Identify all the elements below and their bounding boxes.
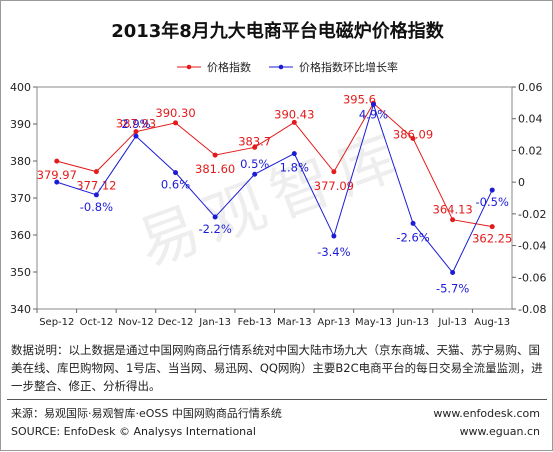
- price-index-point: [410, 135, 416, 141]
- right-tick-label: 0.06: [518, 81, 543, 94]
- legend-label: 价格指数: [207, 60, 251, 74]
- price-index-label: 386.09: [393, 127, 433, 141]
- growth-rate-label: -0.5%: [476, 195, 509, 209]
- price-index-point: [93, 169, 99, 175]
- price-index-point: [212, 152, 218, 158]
- footer-divider: [7, 399, 547, 400]
- price-index-point: [133, 129, 139, 135]
- price-index-label: 383.7: [238, 134, 271, 148]
- growth-rate-point: [489, 187, 495, 193]
- growth-rate-point: [93, 192, 99, 198]
- data-note: 数据说明：以上数据是通过中国网购商品行情系统对中国大陆市场九大（京东商城、天猫、…: [11, 341, 543, 395]
- price-index-point: [54, 158, 60, 164]
- left-tick-label: 340: [10, 303, 31, 316]
- price-index-point: [291, 119, 297, 125]
- growth-rate-point: [133, 133, 139, 139]
- legend: 价格指数 价格指数环比增长率: [177, 60, 398, 74]
- left-tick-label: 380: [10, 155, 31, 168]
- x-tick-label: Jan-13: [198, 317, 231, 328]
- growth-rate-label: 4.9%: [359, 107, 388, 121]
- growth-rate-point: [331, 233, 337, 239]
- price-index-label: 395.6: [343, 92, 376, 106]
- growth-rate-point: [54, 179, 60, 185]
- growth-rate-label: 0.5%: [240, 157, 269, 171]
- price-index-point: [252, 144, 258, 150]
- x-tick-label: Jun-13: [396, 317, 429, 328]
- site-block: www.enfodesk.com www.eguan.cn: [433, 405, 540, 441]
- right-tick-label: -0.06: [518, 271, 546, 284]
- source-en: SOURCE: EnfoDesk © Analysys Internationa…: [11, 425, 256, 438]
- growth-rate-label: -3.4%: [317, 245, 350, 259]
- legend-marker: [278, 64, 284, 70]
- legend-label: 价格指数环比增长率: [299, 60, 398, 74]
- x-tick-label: Mar-13: [277, 317, 312, 328]
- site-1: www.enfodesk.com: [433, 407, 540, 420]
- price-index-label: 362.25: [472, 232, 512, 246]
- price-index-point: [173, 120, 179, 126]
- x-tick-label: Feb-13: [238, 317, 272, 328]
- left-tick-label: 350: [10, 266, 31, 279]
- growth-rate-point: [252, 171, 258, 177]
- left-tick-label: 370: [10, 192, 31, 205]
- x-tick-label: May-13: [355, 317, 392, 328]
- growth-rate-point: [450, 270, 456, 276]
- growth-rate-point: [212, 214, 218, 220]
- growth-rate-label: -5.7%: [436, 282, 469, 296]
- right-tick-label: 0.04: [518, 113, 543, 126]
- source-block: 来源：易观国际·易观智库·eOSS 中国网购商品行情系统 SOURCE: Enf…: [11, 405, 282, 441]
- x-tick-label: Jul-13: [437, 317, 466, 328]
- source-cn: 来源：易观国际·易观智库·eOSS 中国网购商品行情系统: [11, 407, 282, 420]
- price-index-label: 390.43: [274, 107, 314, 121]
- axes: 340 350 360 370 380 390 400 -0.08 -0.06 -0.04 -0.0…: [10, 81, 546, 328]
- growth-rate-label: 1.8%: [280, 161, 309, 175]
- right-tick-label: -0.02: [518, 208, 546, 221]
- price-index-label: 387.93: [116, 117, 156, 131]
- note-text: 以上数据是通过中国网购商品行情系统对中国大陆市场九大（京东商城、天猫、苏宁易购、…: [11, 343, 543, 393]
- x-tick-label: Oct-12: [80, 317, 114, 328]
- growth-rate-point: [291, 151, 297, 157]
- price-index-point: [450, 217, 456, 223]
- price-index-point: [331, 169, 337, 175]
- growth-rate-label: -0.8%: [80, 200, 113, 214]
- price-index-label: 381.60: [195, 162, 235, 176]
- growth-rate-point: [173, 170, 179, 176]
- growth-rate-point: [370, 101, 376, 107]
- growth-rate-point: [410, 220, 416, 226]
- growth-rate-label: 0.6%: [161, 178, 190, 192]
- x-tick-label: Apr-13: [317, 317, 350, 328]
- chart-title: 2013年8月九大电商平台电磁炉价格指数: [111, 21, 444, 42]
- growth-rate-label: -2.6%: [396, 230, 429, 244]
- left-tick-label: 360: [10, 229, 31, 242]
- left-tick-label: 400: [10, 81, 31, 94]
- x-tick-label: Sep-12: [39, 317, 74, 328]
- price-index-point: [489, 224, 495, 230]
- growth-rate-label: 2.9%: [121, 117, 150, 131]
- growth-rate-line: [56, 102, 493, 274]
- legend-marker: [186, 64, 192, 70]
- right-tick-label: 0.02: [518, 144, 543, 157]
- site-2: www.eguan.cn: [459, 425, 540, 438]
- price-index-line: [56, 102, 493, 228]
- left-tick-label: 390: [10, 118, 31, 131]
- right-tick-label: -0.08: [518, 303, 546, 316]
- note-label: 数据说明：: [11, 343, 69, 357]
- price-index-label: 364.13: [433, 203, 473, 217]
- x-tick-label: Nov-12: [118, 317, 154, 328]
- right-tick-label: -0.04: [518, 240, 546, 253]
- price-index-label: 379.97: [37, 168, 77, 182]
- growth-rate-label: -2.2%: [198, 222, 231, 236]
- price-index-label: 377.09: [314, 179, 354, 193]
- right-tick-label: 0: [518, 176, 525, 189]
- price-index-label: 390.30: [155, 106, 195, 120]
- x-tick-label: Dec-12: [158, 317, 194, 328]
- x-tick-label: Aug-13: [474, 317, 510, 328]
- price-index-label: 377.12: [76, 179, 116, 193]
